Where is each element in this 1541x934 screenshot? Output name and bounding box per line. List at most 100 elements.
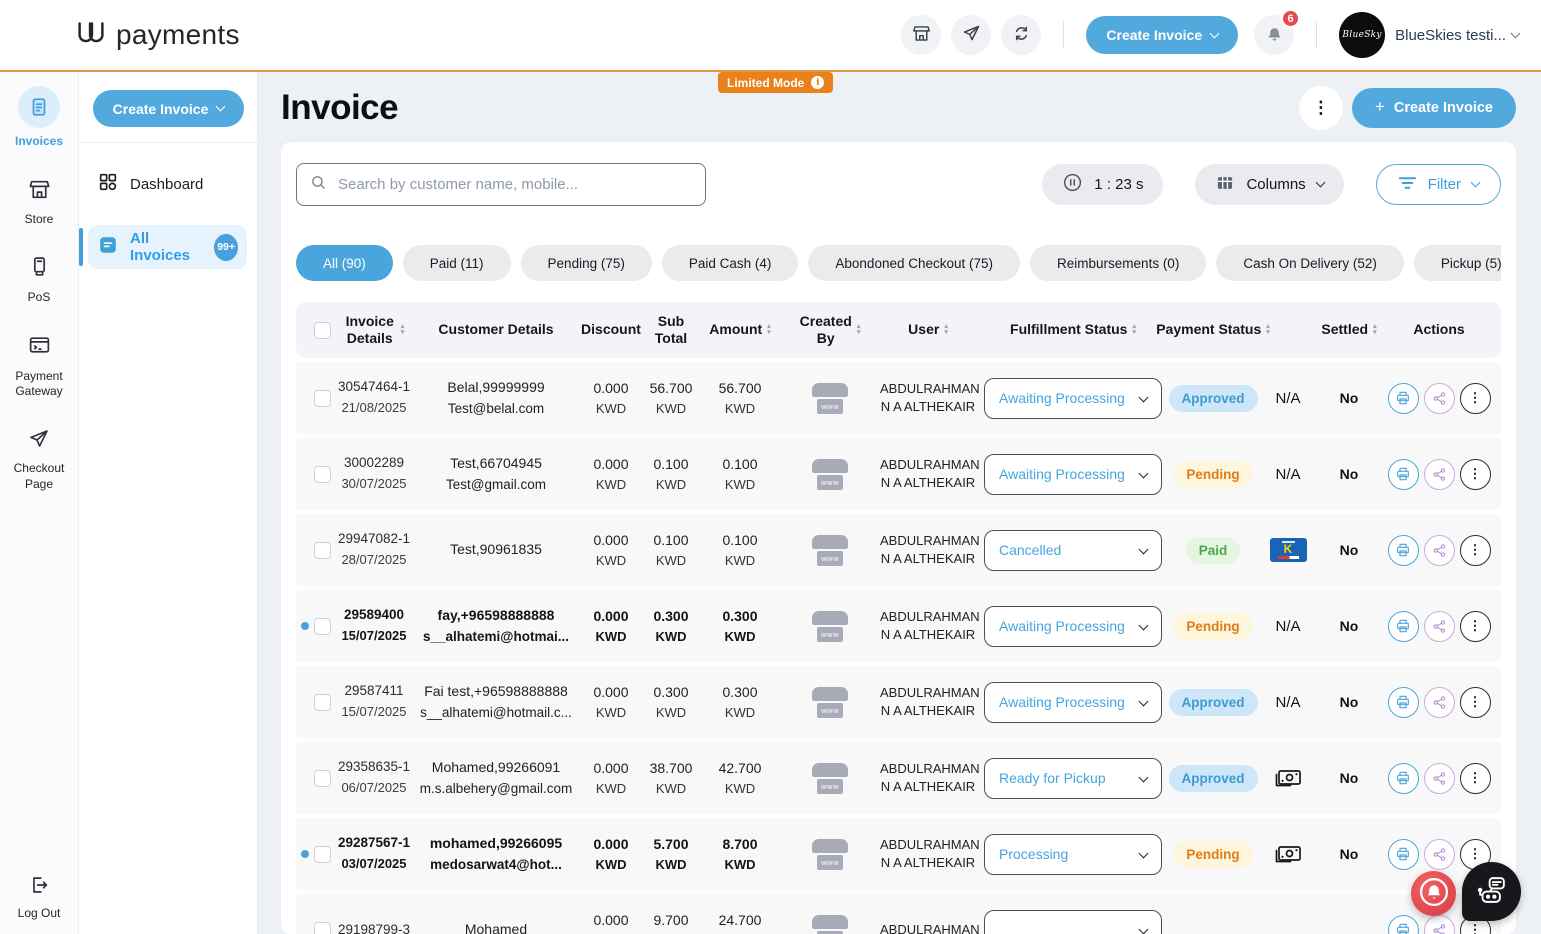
- row-checkbox[interactable]: [314, 769, 331, 787]
- account-menu[interactable]: BlueSky BlueSkies testi...: [1339, 12, 1521, 58]
- pause-icon: [1062, 172, 1083, 197]
- refresh-timer[interactable]: 1 : 23 s: [1042, 164, 1164, 205]
- share-button[interactable]: [1423, 610, 1455, 642]
- fulfillment-status-select[interactable]: Cancelled: [984, 529, 1162, 571]
- www-store-icon: www: [812, 382, 848, 414]
- filter-button[interactable]: Filter: [1375, 164, 1501, 205]
- invoice-details-cell: 30547464-1 21/08/2025: [337, 379, 411, 415]
- amount-cell: 0.100 KWD: [722, 455, 758, 492]
- status-tab[interactable]: Pickup (5): [1413, 245, 1501, 281]
- print-button[interactable]: [1387, 610, 1419, 642]
- sidebar-item-invoices[interactable]: Invoices: [3, 86, 75, 150]
- row-more-button[interactable]: ⋮: [1459, 382, 1491, 414]
- toolbar: 1 : 23 s Columns Filter: [296, 163, 1501, 206]
- share-link-button[interactable]: [951, 15, 992, 55]
- settled-cell: No: [1339, 466, 1359, 482]
- chevron-down-icon: [1510, 28, 1521, 38]
- status-tab[interactable]: Paid Cash (4): [661, 245, 799, 281]
- sidebar-item-checkout-page[interactable]: Checkout Page: [3, 427, 75, 493]
- notification-widget-button[interactable]: [1411, 871, 1456, 916]
- status-tab[interactable]: Cash On Delivery (52): [1216, 245, 1404, 281]
- print-button[interactable]: [1387, 534, 1419, 566]
- row-more-button[interactable]: ⋮: [1459, 686, 1491, 718]
- search-input[interactable]: [336, 175, 692, 194]
- sidebar-item-store[interactable]: Store: [3, 177, 75, 228]
- share-button[interactable]: [1423, 534, 1455, 566]
- fulfillment-status-select[interactable]: Awaiting Processing: [984, 377, 1162, 419]
- columns-button[interactable]: Columns: [1195, 164, 1344, 205]
- status-tab[interactable]: Pending (75): [520, 245, 652, 281]
- settled-cell: No: [1339, 618, 1359, 634]
- row-checkbox[interactable]: [314, 693, 331, 711]
- store-shortcut-button[interactable]: [901, 15, 942, 55]
- share-button[interactable]: [1423, 914, 1455, 934]
- chevron-down-icon: [1138, 696, 1149, 706]
- www-store-icon: www: [812, 610, 848, 642]
- invoice-details-cell: 29587411 15/07/2025: [341, 683, 407, 719]
- row-more-button[interactable]: ⋮: [1459, 458, 1491, 490]
- column-header[interactable]: Customer Details: [438, 321, 554, 338]
- table-row: 30002289 30/07/2025 Test,66704945 Test@g…: [296, 438, 1501, 510]
- info-icon[interactable]: i: [811, 76, 825, 89]
- share-button[interactable]: [1423, 686, 1455, 718]
- column-header[interactable]: Amount ▴ ▾: [709, 321, 771, 338]
- print-button[interactable]: [1387, 382, 1419, 414]
- status-tab[interactable]: Reimbursements (0): [1030, 245, 1207, 281]
- column-header[interactable]: User ▴ ▾: [908, 321, 948, 338]
- status-tab[interactable]: All (90): [296, 245, 393, 281]
- column-header[interactable]: Created By ▴ ▾: [799, 312, 861, 347]
- share-button[interactable]: [1423, 762, 1455, 794]
- header-actions: Create Invoice 6 BlueSky BlueSkies testi…: [901, 9, 1521, 58]
- share-button[interactable]: [1423, 382, 1455, 414]
- page-kebab-menu-button[interactable]: ⋮: [1298, 86, 1343, 130]
- row-more-button[interactable]: ⋮: [1459, 762, 1491, 794]
- row-checkbox[interactable]: [314, 617, 331, 635]
- subnav-item-all-invoices[interactable]: All Invoices 99+: [79, 225, 247, 269]
- column-header[interactable]: Settled ▴ ▾: [1321, 321, 1377, 338]
- fulfillment-status-select[interactable]: Ready for Pickup: [984, 757, 1162, 799]
- print-button[interactable]: [1387, 762, 1419, 794]
- fulfillment-status-select[interactable]: [984, 909, 1162, 934]
- sort-icon: ▴ ▾: [1266, 323, 1270, 336]
- status-tab[interactable]: Abondoned Checkout (75): [808, 245, 1021, 281]
- sidebar-item-pos[interactable]: PoS: [3, 255, 75, 306]
- column-header[interactable]: Discount: [581, 321, 641, 338]
- column-header[interactable]: Invoice Details ▴ ▾: [345, 312, 405, 347]
- logout-button[interactable]: Log Out: [3, 874, 75, 922]
- invoices-icon: [18, 86, 60, 128]
- print-button[interactable]: [1387, 838, 1419, 870]
- sort-icon: ▴ ▾: [400, 323, 405, 336]
- avatar: BlueSky: [1339, 12, 1386, 58]
- row-checkbox[interactable]: [314, 389, 331, 407]
- share-button[interactable]: [1423, 838, 1455, 870]
- fulfillment-status-select[interactable]: Processing: [984, 833, 1162, 875]
- create-invoice-header-button[interactable]: Create Invoice: [1086, 16, 1239, 54]
- create-invoice-panel-button[interactable]: Create Invoice: [93, 90, 244, 127]
- print-button[interactable]: [1387, 914, 1419, 934]
- column-header[interactable]: Sub Total: [654, 312, 688, 347]
- row-checkbox[interactable]: [314, 465, 331, 483]
- status-tab[interactable]: Paid (11): [402, 245, 511, 281]
- fulfillment-status-select[interactable]: Awaiting Processing: [984, 681, 1162, 723]
- settled-cell: No: [1339, 770, 1359, 786]
- refund-button[interactable]: [1001, 15, 1042, 55]
- share-button[interactable]: [1423, 458, 1455, 490]
- row-more-button[interactable]: ⋮: [1459, 534, 1491, 566]
- subnav-item-dashboard[interactable]: Dashboard: [91, 164, 245, 204]
- row-checkbox[interactable]: [314, 541, 331, 559]
- select-all-checkbox[interactable]: [314, 321, 331, 339]
- fulfillment-status-select[interactable]: Awaiting Processing: [984, 605, 1162, 647]
- column-header[interactable]: Fulfillment Status ▴ ▾: [1010, 321, 1136, 338]
- fulfillment-status-select[interactable]: Awaiting Processing: [984, 453, 1162, 495]
- print-button[interactable]: [1387, 686, 1419, 718]
- print-button[interactable]: [1387, 458, 1419, 490]
- sidebar-item-payment-gateway[interactable]: Payment Gateway: [3, 333, 75, 400]
- column-header[interactable]: Payment Status ▴ ▾: [1156, 321, 1270, 338]
- row-checkbox[interactable]: [314, 921, 331, 934]
- row-more-button[interactable]: ⋮: [1459, 610, 1491, 642]
- column-header[interactable]: Actions: [1413, 321, 1465, 338]
- chatbot-widget-button[interactable]: [1462, 862, 1521, 921]
- row-checkbox[interactable]: [314, 845, 331, 863]
- create-invoice-page-button[interactable]: + Create Invoice: [1351, 88, 1516, 128]
